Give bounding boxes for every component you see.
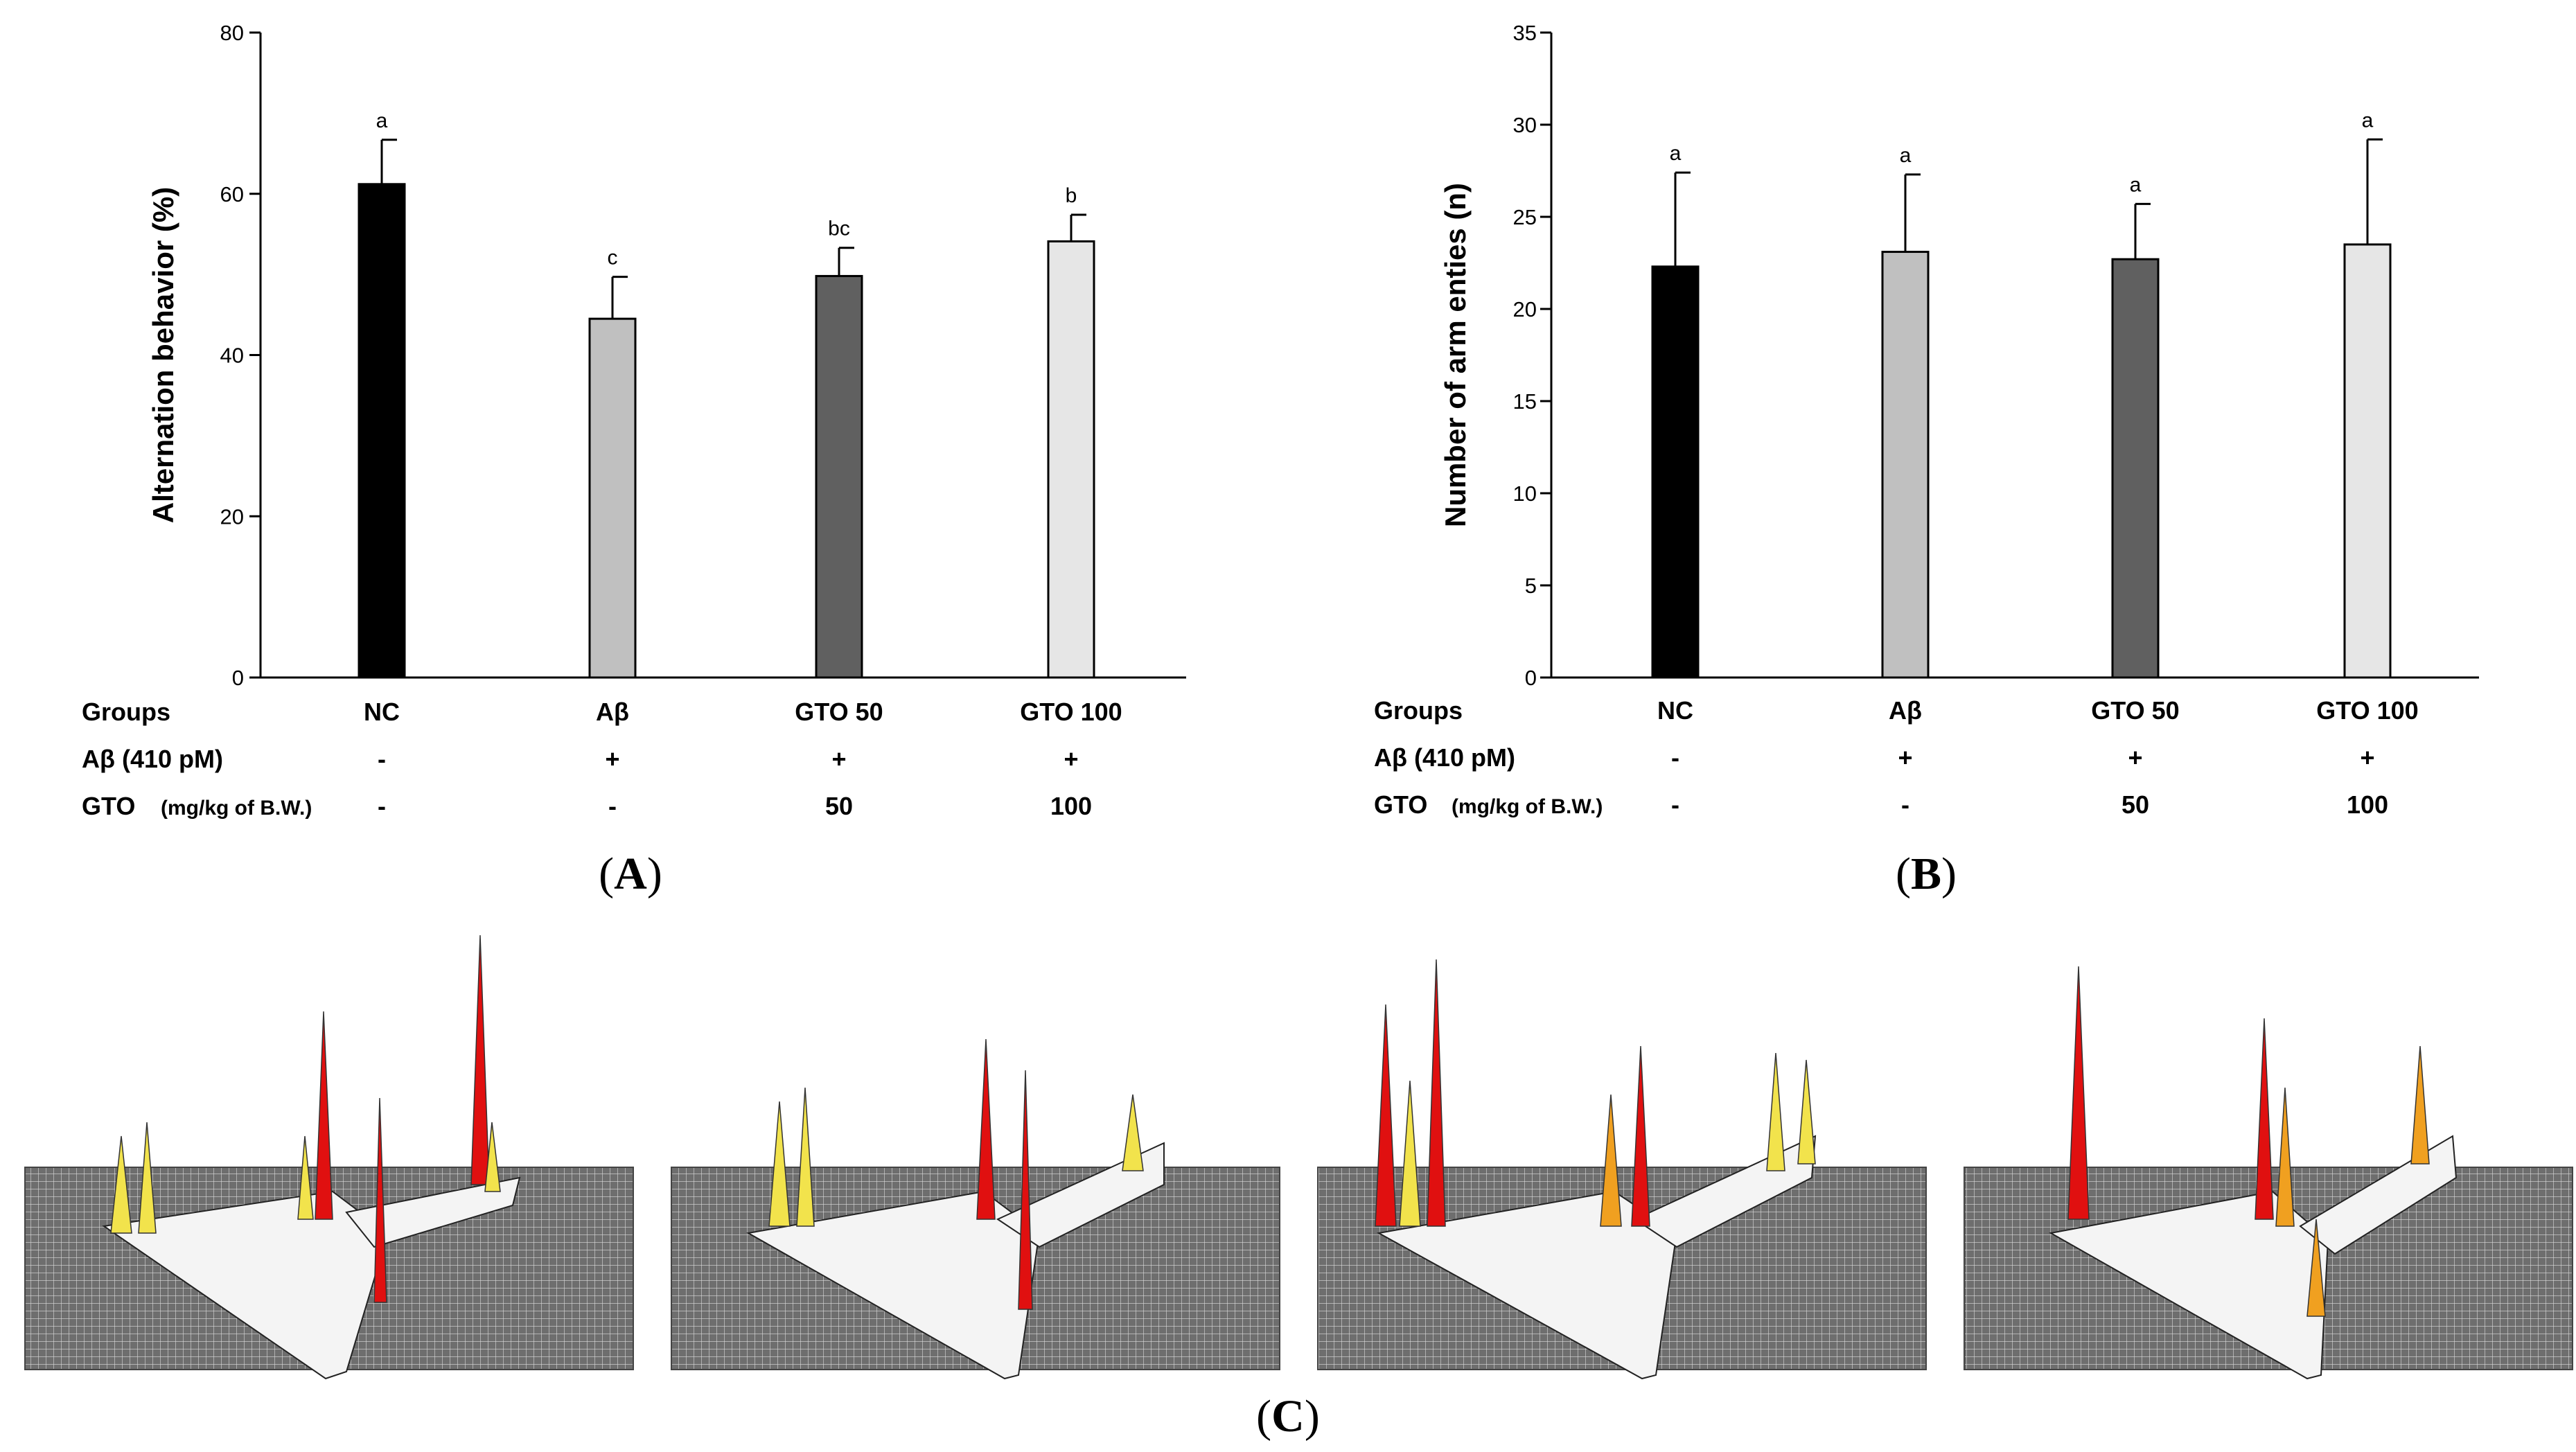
gto-dose: -	[1901, 790, 1909, 819]
abeta-value: +	[2360, 743, 2374, 772]
y-tick-label: 5	[1525, 574, 1537, 598]
y-tick-label: 60	[220, 182, 244, 206]
significance-letter: a	[1900, 144, 1912, 167]
abeta-value: +	[2128, 743, 2142, 772]
significance-letter: a	[1670, 142, 1682, 165]
bar-1	[358, 183, 406, 679]
row-label-gto: GTO	[82, 792, 135, 820]
significance-letter: c	[608, 247, 618, 269]
row-label-gto-unit: (mg/kg of B.W.)	[1452, 795, 1603, 818]
group-label: GTO 50	[2091, 696, 2179, 725]
y-tick-label: 0	[1525, 666, 1537, 690]
abeta-value: +	[1064, 745, 1078, 773]
row-label-groups: Groups	[82, 698, 170, 726]
group-label: Aβ	[596, 698, 629, 726]
chart-a: 0 20 40 60 80 Alternation behavior (%) a c bc b Gr…	[82, 21, 1186, 820]
y-tick-label: 20	[220, 504, 244, 529]
y-tick-label: 35	[1513, 21, 1537, 45]
row-label-groups: Groups	[1374, 696, 1463, 725]
group-label: NC	[1657, 696, 1693, 725]
significance-letter: a	[376, 109, 388, 132]
y-axis-label: Alternation behavior (%)	[147, 187, 179, 523]
abeta-value: +	[605, 745, 619, 773]
y-axis-label: Number of arm enties (n)	[1439, 183, 1472, 527]
bar-1	[1651, 265, 1700, 679]
bar-4	[1047, 240, 1095, 679]
group-label: Aβ	[1889, 696, 1922, 725]
abeta-value: -	[378, 745, 386, 773]
y-tick-label: 30	[1513, 113, 1537, 137]
gto-dose: -	[608, 792, 617, 820]
y-tick-label: 25	[1513, 205, 1537, 229]
group-label: GTO 50	[795, 698, 883, 726]
abeta-value: +	[831, 745, 846, 773]
track-plot-gto-50	[1317, 959, 1927, 1380]
track-plot-nc	[24, 935, 634, 1380]
significance-letter: a	[2362, 109, 2374, 132]
significance-letter: b	[1066, 184, 1077, 207]
y-tick-label: 15	[1513, 389, 1537, 414]
row-label-gto-unit: (mg/kg of B.W.)	[161, 797, 312, 820]
gto-dose: -	[1671, 790, 1679, 819]
bar-4	[2343, 243, 2392, 679]
panel-label-a: (A)	[599, 849, 662, 899]
panel-label-b: (B)	[1896, 849, 1957, 899]
y-tick-label: 0	[232, 666, 244, 690]
significance-letter: bc	[828, 218, 850, 240]
row-label-gto: GTO	[1374, 790, 1427, 819]
group-label: GTO 100	[1020, 698, 1122, 726]
bar-2	[1881, 251, 1930, 679]
y-tick-label: 40	[220, 344, 244, 368]
row-label-abeta: Aβ (410 pM)	[1374, 743, 1515, 772]
group-label: GTO 100	[2316, 696, 2418, 725]
bar-3	[815, 274, 863, 679]
gto-dose: 100	[1050, 792, 1092, 820]
gto-dose: 50	[2121, 790, 2149, 819]
track-plot-gto-100	[1964, 966, 2573, 1380]
y-tick-label: 20	[1513, 297, 1537, 321]
chart-b: 0 5 10 15 20 25 30 35 Number of arm enties (n) a a…	[1374, 21, 2479, 819]
row-label-abeta: Aβ (410 pM)	[82, 745, 223, 773]
significance-letter: a	[2130, 173, 2142, 196]
gto-dose: -	[378, 792, 386, 820]
track-plot-abeta	[671, 1038, 1280, 1380]
bar-2	[588, 317, 637, 679]
abeta-value: -	[1671, 743, 1679, 772]
y-tick-label: 80	[220, 21, 244, 45]
gto-dose: 50	[825, 792, 853, 820]
group-label: NC	[364, 698, 400, 726]
abeta-value: +	[1898, 743, 1912, 772]
panel-label-c: (C)	[1256, 1391, 1320, 1442]
y-tick-label: 10	[1513, 481, 1537, 506]
gto-dose: 100	[2347, 790, 2388, 819]
bar-3	[2111, 258, 2160, 679]
